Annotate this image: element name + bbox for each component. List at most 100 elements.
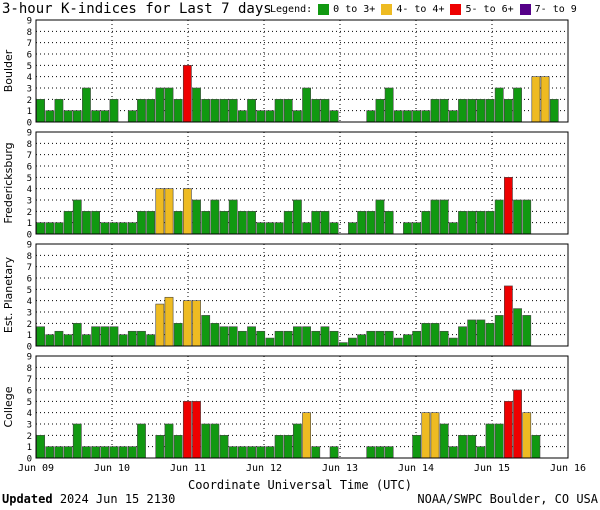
y-tick-label: 1	[27, 219, 32, 229]
k-index-bar	[513, 389, 522, 459]
k-index-bar	[329, 222, 339, 235]
k-index-bar	[146, 99, 156, 123]
station-label: Fredericksburg	[2, 142, 15, 223]
k-index-bar	[439, 199, 449, 235]
k-index-bar	[265, 337, 275, 347]
y-tick-label: 4	[27, 73, 32, 83]
k-index-bar	[201, 99, 211, 123]
legend-text: 4- to 4+	[396, 4, 445, 15]
k-index-bar	[91, 110, 101, 123]
k-index-bar	[513, 199, 522, 235]
k-index-bar	[421, 323, 431, 347]
k-index-bar	[265, 446, 275, 459]
k-index-bar	[476, 446, 486, 459]
x-tick-label: Jun 14	[398, 463, 434, 474]
y-tick-label: 2	[27, 320, 32, 330]
k-index-bar	[201, 423, 211, 459]
chart-title: 3-hour K-indices for Last 7 days	[2, 1, 272, 17]
y-tick-label: 7	[27, 263, 32, 273]
k-index-bar	[357, 211, 367, 235]
y-tick-label: 7	[27, 375, 32, 385]
y-tick-label: 4	[27, 185, 32, 195]
k-index-bar	[182, 65, 192, 123]
y-tick-label: 4	[27, 297, 32, 307]
k-index-bar	[421, 412, 431, 459]
k-index-bar	[45, 334, 55, 347]
k-index-bar	[430, 99, 440, 123]
legend-swatch	[450, 4, 462, 15]
k-index-bar	[283, 211, 293, 235]
k-index-bar	[302, 326, 311, 347]
k-index-bar	[146, 334, 156, 347]
k-index-bar	[293, 110, 302, 123]
k-index-bar	[503, 285, 513, 347]
k-index-bar	[237, 211, 247, 235]
k-index-bar	[531, 435, 541, 459]
k-index-bar	[320, 99, 330, 123]
k-index-bar	[439, 330, 449, 347]
k-index-bar	[439, 99, 449, 123]
legend-label: Legend:	[270, 4, 313, 15]
k-index-bar	[522, 315, 532, 347]
k-index-bar	[384, 211, 394, 235]
k-index-bar	[467, 319, 477, 347]
k-index-bar	[503, 177, 513, 235]
k-index-bar	[54, 99, 64, 123]
k-index-bar	[118, 222, 128, 235]
y-tick-label: 0	[27, 343, 32, 353]
k-index-bar	[503, 99, 513, 123]
k-index-bar	[393, 110, 403, 123]
k-index-bar	[458, 99, 467, 123]
k-index-bar	[182, 401, 192, 459]
k-index-bar	[476, 99, 486, 123]
k-index-bar	[375, 446, 385, 459]
k-index-bar	[72, 323, 82, 347]
station-label: College	[2, 386, 15, 427]
k-index-bar	[45, 446, 55, 459]
k-index-bar	[476, 319, 486, 347]
k-index-bar	[247, 99, 256, 123]
y-tick-label: 6	[27, 163, 32, 173]
k-index-bar	[146, 211, 156, 235]
k-index-bar	[274, 99, 284, 123]
k-index-bar	[265, 222, 275, 235]
k-index-bar	[403, 222, 412, 235]
k-index-bar	[366, 330, 376, 347]
k-index-bar	[155, 435, 165, 459]
k-index-bar	[247, 211, 256, 235]
x-tick-label: Jun 13	[322, 463, 358, 474]
x-tick-label: Jun 15	[474, 463, 510, 474]
k-index-bar	[201, 315, 211, 347]
y-tick-label: 7	[27, 39, 32, 49]
k-index-bar	[109, 326, 119, 347]
y-tick-label: 8	[27, 28, 32, 38]
y-tick-label: 6	[27, 275, 32, 285]
k-index-bar	[485, 211, 495, 235]
legend-text: 5- to 6+	[465, 4, 514, 15]
y-tick-label: 3	[27, 85, 32, 95]
k-index-bar	[164, 188, 174, 235]
k-index-bar	[82, 211, 91, 235]
k-index-bar	[375, 99, 385, 123]
k-index-bar	[458, 435, 467, 459]
k-index-bar	[412, 330, 422, 347]
legend-text: 0 to 3+	[333, 4, 376, 15]
k-index-bar	[237, 446, 247, 459]
y-tick-label: 7	[27, 151, 32, 161]
k-index-bar	[164, 87, 174, 123]
x-tick-label: Jun 09	[18, 463, 54, 474]
k-index-bar	[311, 330, 321, 347]
y-tick-label: 8	[27, 140, 32, 150]
y-tick-label: 1	[27, 331, 32, 341]
k-index-bar	[448, 337, 458, 347]
k-index-bar	[82, 446, 91, 459]
k-index-bar	[127, 222, 137, 235]
legend: Legend: 0 to 3+ 4- to 4+ 5- to 6+ 7- to …	[270, 4, 577, 15]
k-index-bar	[91, 326, 101, 347]
legend-swatch	[381, 4, 393, 15]
y-tick-label: 6	[27, 387, 32, 397]
k-index-bar	[219, 99, 229, 123]
k-index-bar	[329, 446, 339, 459]
y-tick-label: 9	[27, 17, 32, 27]
k-index-bar	[127, 110, 137, 123]
